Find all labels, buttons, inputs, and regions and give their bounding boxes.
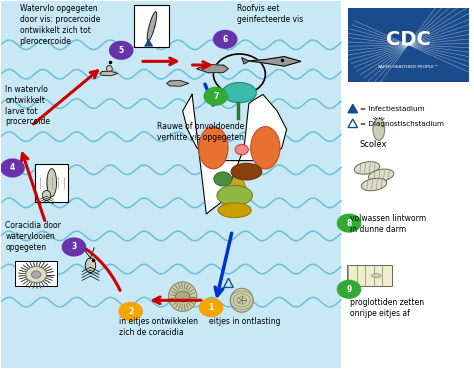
Text: Roofvis eet
geinfecteerde vis: Roofvis eet geinfecteerde vis bbox=[237, 4, 303, 24]
Polygon shape bbox=[249, 56, 301, 66]
Circle shape bbox=[31, 271, 41, 278]
Text: 8: 8 bbox=[346, 218, 352, 228]
Text: Watervlo opgegeten
door vis: procercoide
ontwikkelt zich tot
plerocercoide: Watervlo opgegeten door vis: procercoide… bbox=[19, 4, 100, 46]
Text: Scolex: Scolex bbox=[360, 139, 387, 149]
Ellipse shape bbox=[217, 185, 252, 206]
Text: In watervlo
ontwikkelt
larve tot
procercoide: In watervlo ontwikkelt larve tot procerc… bbox=[5, 85, 50, 127]
Polygon shape bbox=[167, 80, 189, 86]
Ellipse shape bbox=[85, 258, 96, 273]
Polygon shape bbox=[147, 12, 156, 41]
Ellipse shape bbox=[199, 127, 228, 169]
Circle shape bbox=[337, 280, 361, 299]
Ellipse shape bbox=[368, 169, 394, 182]
Text: eitjes in ontlasting: eitjes in ontlasting bbox=[209, 317, 280, 326]
Polygon shape bbox=[197, 65, 228, 73]
Circle shape bbox=[26, 266, 46, 283]
Ellipse shape bbox=[218, 203, 251, 218]
Circle shape bbox=[0, 158, 25, 177]
Ellipse shape bbox=[228, 177, 246, 210]
Circle shape bbox=[62, 237, 86, 256]
Text: 5: 5 bbox=[118, 46, 124, 55]
Text: = Infectiestadium: = Infectiestadium bbox=[360, 106, 425, 112]
Ellipse shape bbox=[361, 178, 387, 191]
Circle shape bbox=[118, 302, 143, 321]
Circle shape bbox=[109, 41, 134, 60]
Ellipse shape bbox=[235, 144, 248, 155]
Text: 1: 1 bbox=[209, 303, 214, 312]
Text: Rauwe of onvoldoende
verhitte vis opgegeten: Rauwe of onvoldoende verhitte vis opgege… bbox=[156, 122, 244, 142]
Polygon shape bbox=[242, 58, 249, 64]
Bar bbox=[348, 8, 469, 82]
Text: SAFER·HEALTHIER·PEOPLE™: SAFER·HEALTHIER·PEOPLE™ bbox=[377, 65, 439, 69]
Ellipse shape bbox=[168, 282, 197, 311]
Text: 9: 9 bbox=[346, 285, 352, 294]
Circle shape bbox=[203, 87, 228, 106]
Ellipse shape bbox=[372, 273, 381, 278]
Polygon shape bbox=[348, 104, 357, 113]
Text: 2: 2 bbox=[128, 307, 133, 316]
Circle shape bbox=[213, 30, 237, 49]
Circle shape bbox=[26, 266, 46, 283]
FancyBboxPatch shape bbox=[35, 163, 68, 202]
Ellipse shape bbox=[107, 65, 112, 72]
Text: 3: 3 bbox=[71, 242, 77, 252]
Bar bbox=[0, 1, 341, 368]
Text: in eitjes ontwikkelen
zich de coracidia: in eitjes ontwikkelen zich de coracidia bbox=[119, 317, 198, 337]
Polygon shape bbox=[144, 38, 154, 46]
Text: volwassen lintworm
in dunne darm: volwassen lintworm in dunne darm bbox=[350, 214, 427, 234]
Text: 7: 7 bbox=[213, 92, 219, 101]
Ellipse shape bbox=[231, 163, 262, 180]
Text: = Diagnostischstadium: = Diagnostischstadium bbox=[360, 121, 444, 127]
Ellipse shape bbox=[42, 190, 51, 201]
Ellipse shape bbox=[354, 162, 380, 174]
Ellipse shape bbox=[251, 127, 280, 169]
Text: 6: 6 bbox=[223, 35, 228, 44]
Polygon shape bbox=[100, 71, 118, 76]
Circle shape bbox=[199, 298, 223, 317]
Circle shape bbox=[337, 214, 361, 233]
Circle shape bbox=[31, 271, 41, 278]
Ellipse shape bbox=[214, 172, 232, 186]
Text: CDC: CDC bbox=[386, 30, 430, 49]
Polygon shape bbox=[182, 94, 287, 214]
Text: proglottiden zetten
onrijpe eitjes af: proglottiden zetten onrijpe eitjes af bbox=[350, 299, 425, 318]
Text: Coracidia door
watervlooien
opgegeten: Coracidia door watervlooien opgegeten bbox=[5, 221, 61, 252]
Ellipse shape bbox=[373, 118, 385, 140]
FancyBboxPatch shape bbox=[15, 261, 57, 286]
Polygon shape bbox=[47, 169, 56, 197]
Text: http://www.dpd.cdc.gov/dpdx: http://www.dpd.cdc.gov/dpdx bbox=[369, 75, 447, 80]
Circle shape bbox=[175, 291, 190, 302]
Ellipse shape bbox=[230, 288, 253, 312]
FancyBboxPatch shape bbox=[347, 265, 392, 286]
FancyBboxPatch shape bbox=[135, 6, 169, 47]
Ellipse shape bbox=[222, 83, 256, 103]
Text: 4: 4 bbox=[10, 163, 15, 172]
